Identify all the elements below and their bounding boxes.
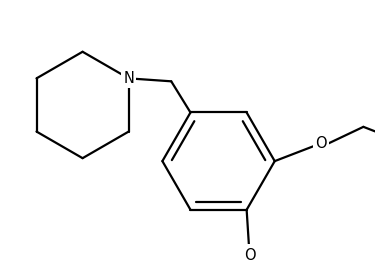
Text: O: O bbox=[315, 136, 327, 151]
Text: N: N bbox=[123, 71, 134, 86]
Text: O: O bbox=[244, 248, 256, 263]
